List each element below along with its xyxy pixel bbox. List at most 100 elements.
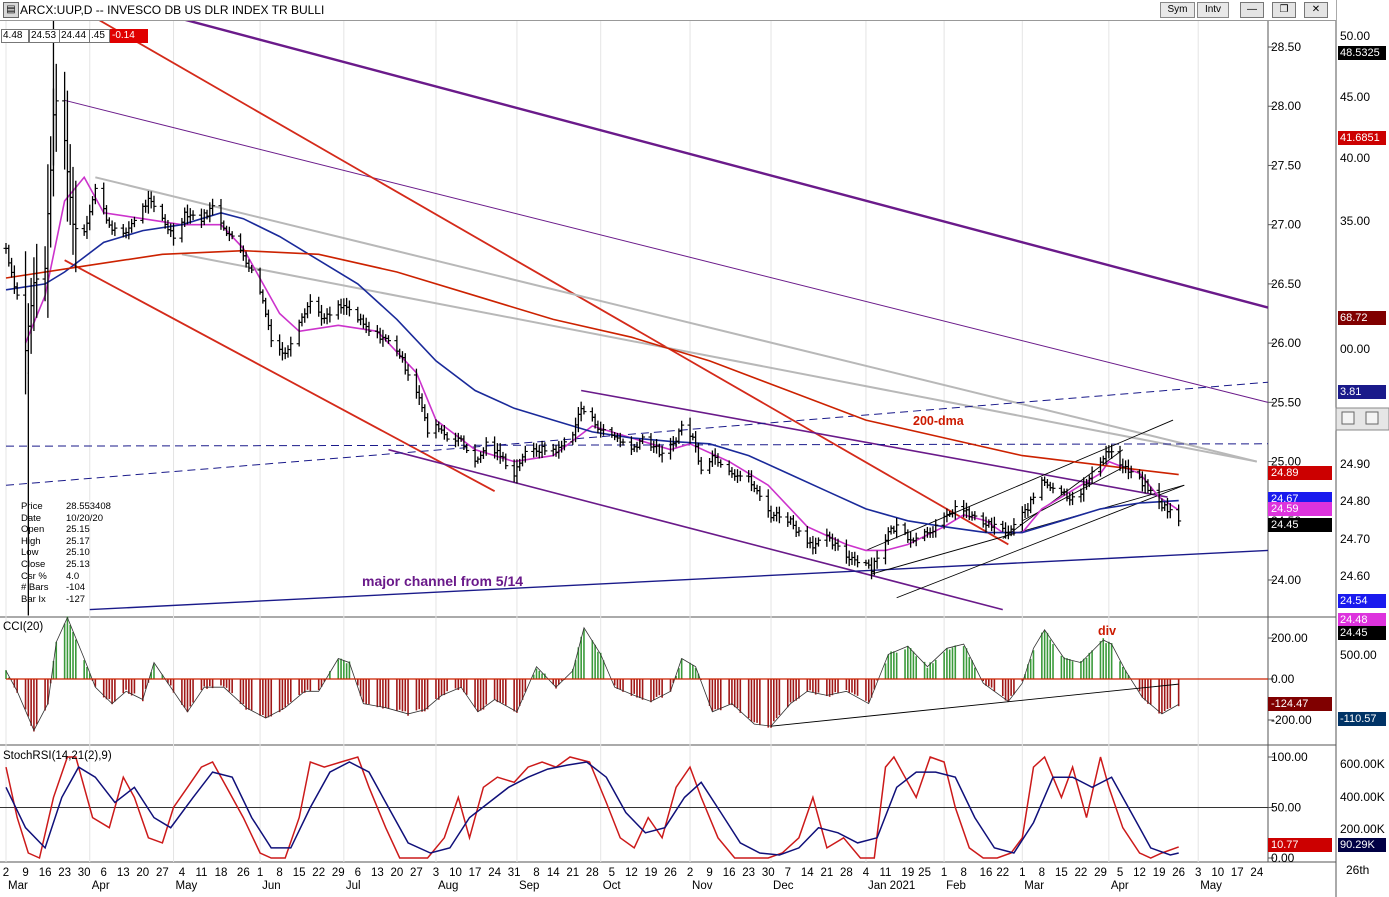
tag-cci-value: -124.47 [1268, 697, 1332, 711]
right-axis-label: 24.90 [1340, 457, 1370, 471]
right-tag-9: 90.29K [1338, 838, 1386, 852]
minimize-icon[interactable]: — [1240, 2, 1264, 18]
price-trendline [95, 176, 1258, 463]
price-tick-label: 28.00 [1271, 99, 1301, 113]
day-tick-label: 4 [179, 867, 186, 879]
right-axis-label: 40.00 [1340, 151, 1370, 165]
price-trendline [89, 549, 1269, 611]
close-icon[interactable]: ✕ [1304, 2, 1328, 18]
day-tick-label: 18 [215, 867, 228, 879]
day-tick-label: 20 [136, 867, 149, 879]
day-tick-label: 19 [645, 867, 658, 879]
month-tick-label: Nov [692, 880, 713, 892]
restore-icon[interactable]: ❐ [1272, 2, 1296, 18]
info-row-csr: Csr % 4.0 [8, 571, 111, 583]
right-axis-label: 45.00 [1340, 90, 1370, 104]
month-tick-label: Mar [1024, 880, 1044, 892]
day-tick-label: 5 [1117, 867, 1123, 879]
day-tick-label: 30 [78, 867, 91, 879]
day-tick-label: 10 [449, 867, 462, 879]
info-value: 25.13 [66, 558, 90, 570]
right-axis-label: 24.70 [1340, 532, 1370, 546]
info-value: -127 [66, 593, 86, 605]
month-tick-label: May [1200, 880, 1222, 892]
chart-title: ARCX:UUP,D -- INVESCO DB US DLR INDEX TR… [20, 3, 325, 17]
info-key: Price [21, 501, 43, 512]
info-row-close: Close 25.13 [8, 559, 111, 571]
day-tick-label: 25 [918, 867, 931, 879]
info-key: Date [21, 512, 42, 524]
chart-app-icon[interactable]: ▤ [3, 2, 19, 18]
info-value: 25.17 [66, 535, 90, 547]
price-tick-label: 26.00 [1271, 336, 1301, 350]
day-tick-label: 6 [101, 867, 107, 879]
sym-button[interactable]: Sym [1160, 2, 1195, 18]
price-trendline [865, 419, 1174, 551]
right-axis-label: 00.00 [1340, 342, 1370, 356]
day-tick-label: 23 [58, 867, 71, 879]
rsi-tick-label: 100.00 [1271, 750, 1308, 764]
info-row-open: Open 25.15 [8, 524, 111, 536]
day-tick-label: 3 [433, 867, 439, 879]
rsi-line-K [5, 755, 1179, 860]
quote-high: 24.53 [29, 29, 60, 43]
day-tick-label: 13 [371, 867, 384, 879]
day-tick-label: 21 [566, 867, 579, 879]
quote-low: 24.44 [59, 29, 90, 43]
day-tick-label: 27 [156, 867, 169, 879]
price-tick-label: 27.00 [1271, 218, 1301, 232]
price-tick-label: 28.50 [1271, 40, 1301, 54]
cci-trendline [770, 683, 1179, 727]
info-row-low: Low 25.10 [8, 547, 111, 559]
info-row-barix: Bar Ix -127 [8, 594, 111, 606]
right-axis-label: 400.00K [1340, 790, 1385, 804]
day-tick-label: 1 [257, 867, 263, 879]
month-tick-label: Mar [8, 880, 28, 892]
month-tick-label: May [176, 880, 198, 892]
annotation-major-channel: major channel from 5/14 [362, 573, 524, 589]
price-trendline [83, 10, 1009, 546]
day-tick-label: 19 [901, 867, 914, 879]
tag-magenta-ma: 24.59 [1268, 502, 1332, 516]
quote-change: -0.14 [110, 29, 148, 43]
day-tick-label: 9 [22, 867, 28, 879]
day-tick-label: 9 [706, 867, 712, 879]
day-tick-label: 1 [941, 867, 947, 879]
info-key: Csr % [21, 570, 47, 582]
month-tick-label: Apr [92, 880, 110, 892]
info-key: Low [21, 547, 39, 559]
right-axis-label: 35.00 [1340, 214, 1370, 228]
day-tick-label: 22 [996, 867, 1009, 879]
quote-open: 4.48 [1, 29, 29, 43]
right-pane-background [1336, 20, 1389, 897]
day-tick-label: 11 [195, 867, 207, 879]
rsi-tick-label: 0.00 [1271, 851, 1295, 865]
day-tick-label: 28 [840, 867, 853, 879]
price-trendline [181, 253, 1258, 463]
right-tag-8: -110.57 [1338, 712, 1386, 726]
info-value: 4.0 [66, 570, 80, 582]
month-tick-label: Oct [603, 880, 622, 892]
rsi-tick-label: 50.00 [1271, 801, 1301, 815]
price-tick-label: 25.50 [1271, 395, 1301, 409]
sym-button-label: Sym [1167, 4, 1188, 15]
day-tick-label: 16 [723, 867, 736, 879]
month-tick-label: Jul [346, 880, 361, 892]
day-tick-label: 27 [410, 867, 423, 879]
month-tick-label: Jun [262, 880, 281, 892]
info-row-price: Price 28.553408 [8, 501, 111, 513]
right-axis-label: 200.00K [1340, 822, 1385, 836]
price-tick-label: 26.50 [1271, 277, 1301, 291]
day-tick-label: 29 [332, 867, 345, 879]
month-tick-label: Apr [1111, 880, 1129, 892]
day-tick-label: 19 [1153, 867, 1166, 879]
rsi-line-D [5, 761, 1179, 856]
day-tick-label: 28 [586, 867, 599, 879]
price-tick-label: 25.00 [1271, 455, 1301, 469]
day-tick-label: 1 [1019, 867, 1025, 879]
intv-button[interactable]: Intv [1197, 2, 1229, 18]
month-tick-label: Aug [438, 880, 458, 892]
day-tick-label: 17 [469, 867, 482, 879]
info-row-high: High 25.17 [8, 536, 111, 548]
info-key: Open [21, 524, 45, 536]
